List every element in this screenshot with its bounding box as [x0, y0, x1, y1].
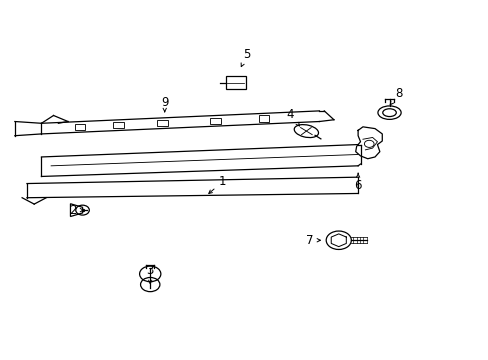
- Text: 9: 9: [161, 95, 168, 112]
- Bar: [225, 76, 245, 89]
- Text: 5: 5: [241, 48, 250, 67]
- Text: 3: 3: [146, 264, 154, 283]
- Text: 4: 4: [286, 108, 299, 126]
- Text: 7: 7: [305, 234, 320, 247]
- Text: 2: 2: [69, 204, 83, 217]
- Text: 1: 1: [208, 175, 226, 193]
- Text: 6: 6: [354, 173, 361, 192]
- Text: 8: 8: [389, 87, 402, 105]
